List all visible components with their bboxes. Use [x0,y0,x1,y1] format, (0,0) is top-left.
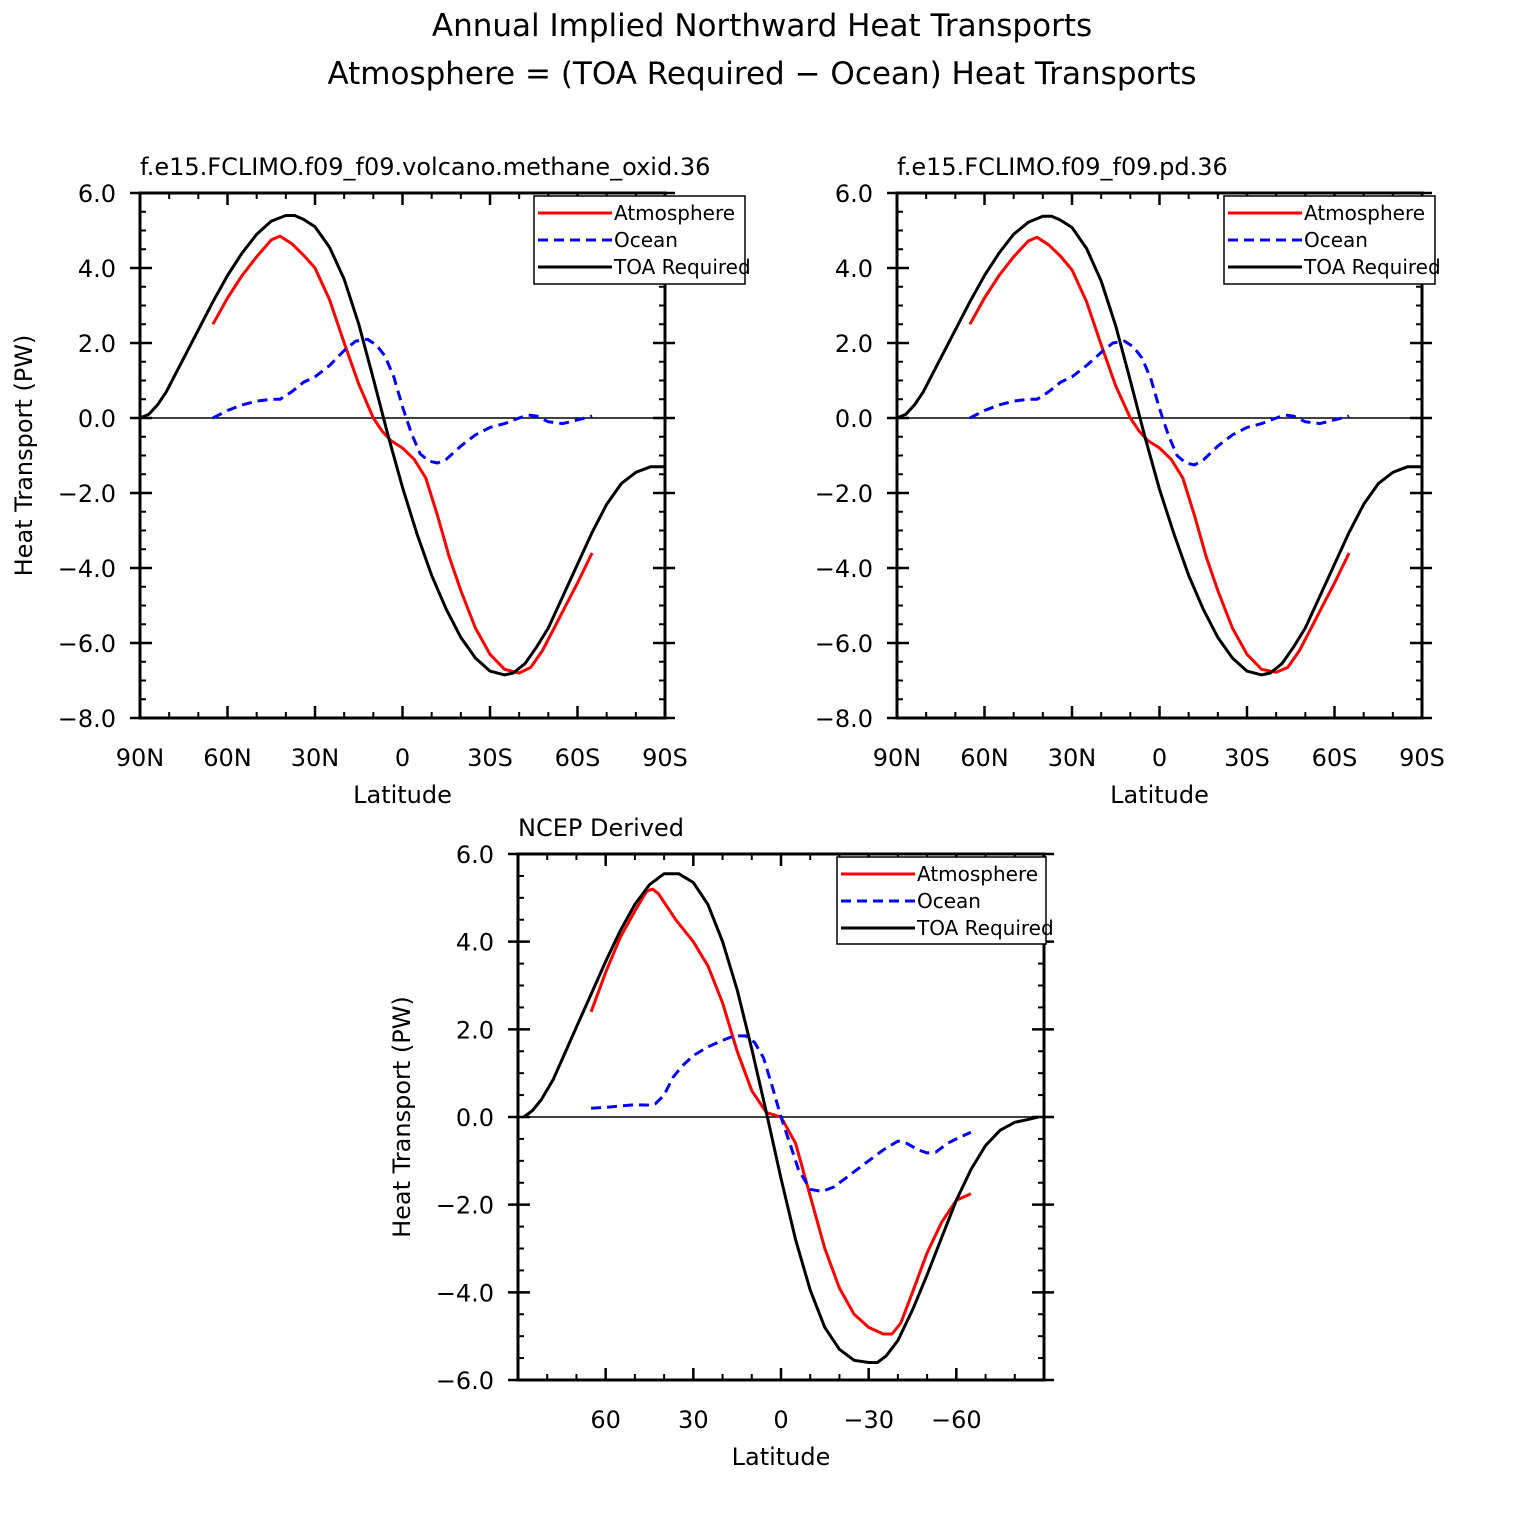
y-tick-label: 6.0 [78,180,116,208]
series-line-toa-required [522,872,1039,1364]
series-line-atmosphere [589,887,972,1336]
legend-label: TOA Required [1303,255,1441,279]
x-tick-label: 90S [1399,744,1445,772]
figure-title-line2: Atmosphere = (TOA Required − Ocean) Heat… [327,56,1196,92]
y-tick-label: 4.0 [835,255,873,283]
y-tick-label: −8.0 [58,705,116,733]
series-line-toa-required [897,214,1422,677]
plot-frame [895,191,1424,720]
x-tick-label: 30S [467,744,513,772]
y-tick-label: 0.0 [456,1104,494,1132]
y-tick-label: −4.0 [58,555,116,583]
legend: Atmosphere Ocean TOA Required [836,856,1054,945]
y-tick-label: 2.0 [456,1016,494,1044]
x-tick-label: 60S [555,744,601,772]
y-tick-label: 4.0 [78,255,116,283]
legend-label: Atmosphere [614,201,735,225]
legend-label: Atmosphere [917,862,1038,886]
y-tick-label: 6.0 [835,180,873,208]
legend-label: TOA Required [916,916,1054,940]
legend-label: Ocean [614,228,678,252]
y-tick-label: 0.0 [835,405,873,433]
x-tick-label: 30 [678,1406,709,1434]
y-tick-label: −6.0 [58,630,116,658]
legend-box [1223,195,1436,285]
panel-pd: f.e15.FCLIMO.f09_f09.pd.36 90N 60N 30N 0 30S 6… [815,153,1445,809]
y-axis-label: Heat Transport (PW) [10,335,38,577]
y-tick-label: 4.0 [456,929,494,957]
y-tick-label: −6.0 [815,630,873,658]
panel-title: f.e15.FCLIMO.f09_f09.volcano.methane_oxi… [140,153,710,181]
x-tick-label: 60S [1312,744,1358,772]
plot-frame [516,852,1046,1382]
x-axis-label: Latitude [1110,781,1209,809]
series-group [140,214,665,677]
legend-label: Ocean [1304,228,1368,252]
y-axis-label: Heat Transport (PW) [388,996,416,1238]
plot-frame [138,191,667,720]
legend-box [533,195,746,285]
x-tick-label: −60 [931,1406,982,1434]
y-tick-label: 2.0 [835,330,873,358]
y-tick-label: 0.0 [78,405,116,433]
x-tick-label: 30N [291,744,340,772]
x-tick-label: 90S [642,744,688,772]
figure-title-line1: Annual Implied Northward Heat Transports [432,8,1092,44]
x-tick-label: 0 [395,744,410,772]
series-line-ocean [212,337,593,465]
legend: Atmosphere Ocean TOA Required [1223,195,1441,285]
series-line-atmosphere [968,235,1351,674]
x-axis-label: Latitude [732,1443,831,1471]
y-tick-label: −6.0 [436,1367,494,1395]
legend-label: Atmosphere [1304,201,1425,225]
x-tick-label: 60N [960,744,1009,772]
x-tick-label: 30N [1048,744,1097,772]
x-tick-label: 60 [590,1406,621,1434]
y-tick-label: −8.0 [815,705,873,733]
y-tick-label: 6.0 [456,841,494,869]
x-tick-label: 60N [203,744,252,772]
y-tick-label: −4.0 [815,555,873,583]
series-line-atmosphere [211,234,594,675]
y-tick-label: −2.0 [436,1192,494,1220]
x-axis-label: Latitude [353,781,452,809]
x-tick-label: 0 [773,1406,788,1434]
x-tick-label: −30 [843,1406,894,1434]
x-tick-label: 30S [1224,744,1270,772]
legend-label: TOA Required [613,255,751,279]
y-tick-label: −4.0 [436,1279,494,1307]
panel-title: f.e15.FCLIMO.f09_f09.pd.36 [897,153,1228,181]
y-tick-label: −2.0 [58,480,116,508]
series-group [522,872,1039,1364]
y-tick-label: −2.0 [815,480,873,508]
legend: Atmosphere Ocean TOA Required [533,195,751,285]
panel-title: NCEP Derived [518,814,684,842]
x-tick-label: 0 [1152,744,1167,772]
series-line-toa-required [140,214,665,677]
x-tick-label: 90N [116,744,165,772]
series-group [897,214,1422,677]
legend-label: Ocean [917,889,981,913]
panel-volcano-methane-oxid: f.e15.FCLIMO.f09_f09.volcano.methane_oxi… [10,153,751,809]
series-line-ocean [591,1034,972,1193]
y-tick-label: 2.0 [78,330,116,358]
panel-ncep-derived: NCEP Derived 60 30 0 −30 −60 6.0 4.0 2.0 0.0 −2.0 −… [388,814,1054,1471]
x-tick-label: 90N [873,744,922,772]
